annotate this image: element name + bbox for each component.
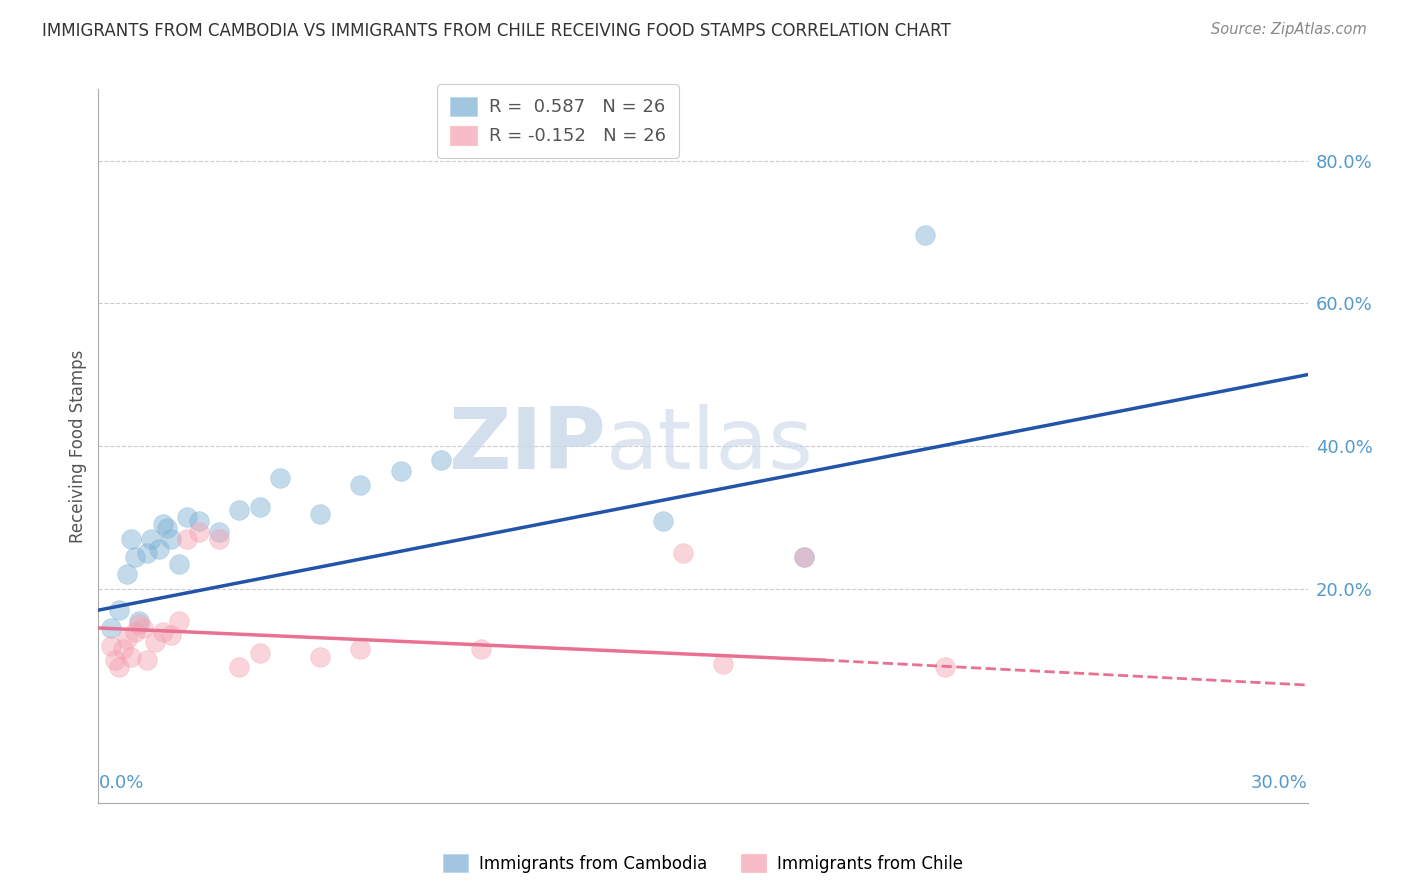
Point (430, 453, 453, 467)
Point (148, 542, 170, 557)
Point (249, 646, 271, 660)
Point (156, 521, 179, 535)
Point (176, 510, 198, 524)
Point (120, 649, 142, 664)
Point (103, 653, 125, 667)
Text: ZIP: ZIP (449, 404, 606, 488)
Point (107, 660, 129, 674)
Point (349, 642, 371, 657)
Point (160, 532, 183, 546)
Point (651, 514, 673, 528)
Point (128, 614, 150, 628)
Point (167, 614, 190, 628)
Point (139, 532, 162, 546)
Point (208, 524, 231, 539)
Point (188, 524, 211, 539)
Point (100, 621, 122, 635)
Point (152, 624, 174, 639)
Point (228, 503, 250, 517)
Text: 30.0%: 30.0% (1251, 774, 1308, 792)
Point (107, 603, 129, 617)
Point (228, 660, 250, 674)
Point (914, 228, 936, 243)
Point (135, 653, 157, 667)
Text: 0.0%: 0.0% (98, 774, 143, 792)
Point (115, 632, 138, 646)
Legend: R =  0.587   N = 26, R = -0.152   N = 26: R = 0.587 N = 26, R = -0.152 N = 26 (437, 84, 679, 158)
Text: Source: ZipAtlas.com: Source: ZipAtlas.com (1211, 22, 1367, 37)
Point (143, 635, 166, 649)
Point (176, 532, 198, 546)
Point (160, 628, 183, 642)
Point (128, 617, 150, 632)
Point (167, 557, 190, 571)
Text: IMMIGRANTS FROM CAMBODIA VS IMMIGRANTS FROM CHILE RECEIVING FOOD STAMPS CORRELAT: IMMIGRANTS FROM CAMBODIA VS IMMIGRANTS F… (42, 22, 950, 40)
Point (152, 517, 174, 532)
Point (120, 532, 142, 546)
Point (470, 642, 492, 657)
Point (309, 507, 332, 521)
Point (132, 621, 155, 635)
Y-axis label: Receiving Food Stamps: Receiving Food Stamps (69, 350, 87, 542)
Point (934, 660, 956, 674)
Point (135, 546, 157, 560)
Point (793, 549, 815, 564)
Point (672, 546, 695, 560)
Point (349, 478, 371, 492)
Point (309, 649, 332, 664)
Legend: Immigrants from Cambodia, Immigrants from Chile: Immigrants from Cambodia, Immigrants fro… (436, 847, 970, 880)
Point (188, 514, 211, 528)
Point (100, 639, 122, 653)
Point (124, 549, 146, 564)
Point (124, 624, 146, 639)
Point (793, 549, 815, 564)
Point (711, 657, 734, 671)
Point (115, 567, 138, 582)
Point (208, 532, 231, 546)
Point (269, 471, 291, 485)
Point (249, 500, 271, 514)
Point (111, 642, 134, 657)
Point (389, 464, 412, 478)
Text: atlas: atlas (606, 404, 814, 488)
